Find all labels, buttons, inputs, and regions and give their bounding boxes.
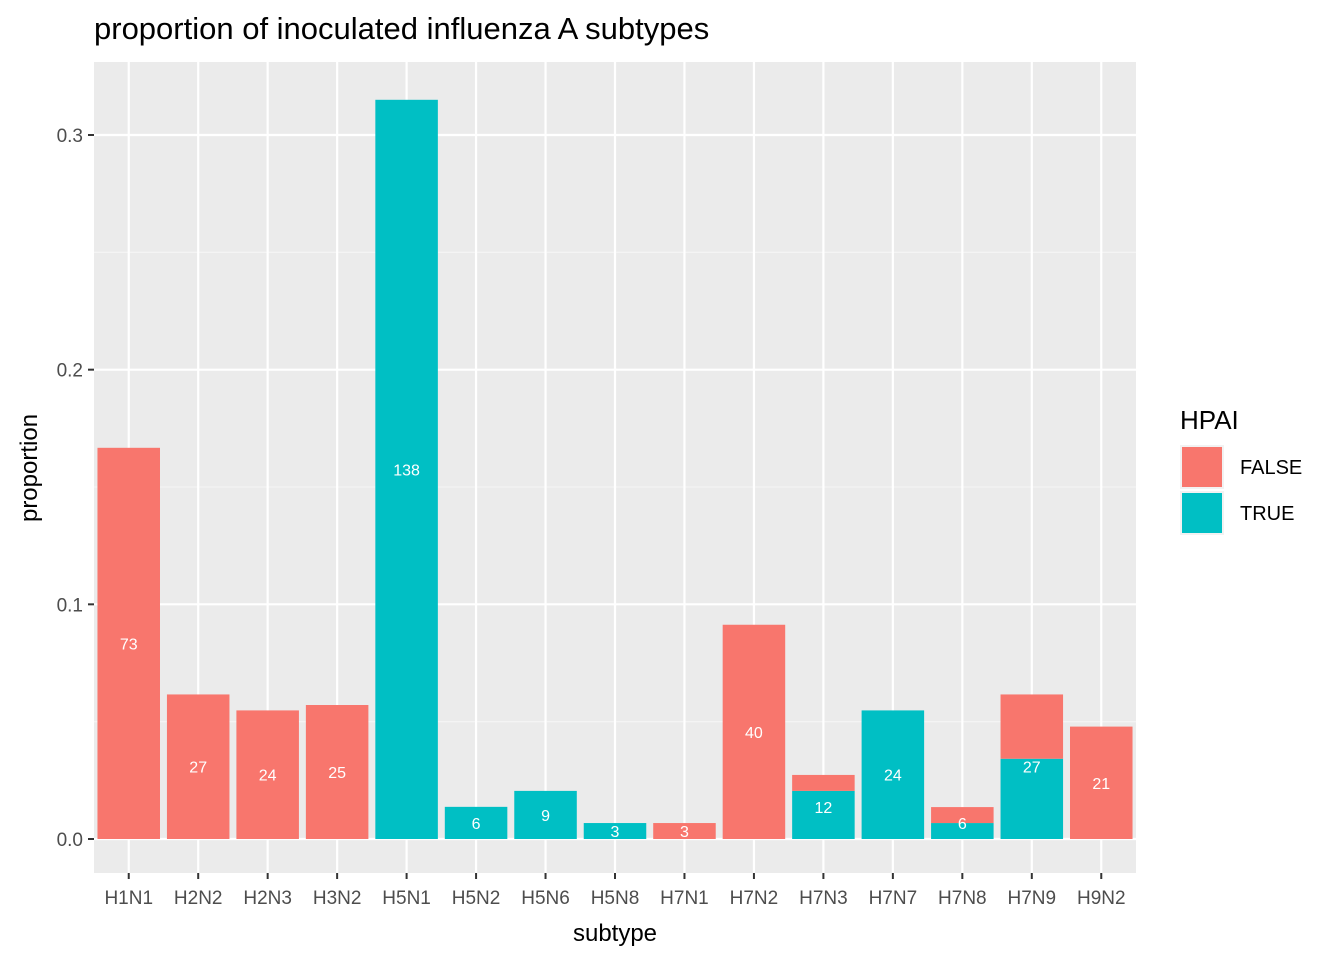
bar-h5n1-true <box>375 99 438 840</box>
x-tick-label: H7N9 <box>1008 888 1057 909</box>
bar-h5n2-true <box>444 806 508 839</box>
y-axis-title: proportion <box>16 414 43 522</box>
x-tick-label: H2N2 <box>174 888 223 909</box>
bar-label-h7n2: 40 <box>745 725 763 742</box>
bar-label-h5n6: 9 <box>541 808 550 825</box>
y-tick-label: 0.2 <box>57 361 83 382</box>
x-tick-label: H9N2 <box>1077 888 1126 909</box>
bar-h9n2-false <box>1070 726 1133 839</box>
bar-label-h5n2: 6 <box>472 816 481 833</box>
bar-h7n8-false <box>931 807 994 824</box>
legend-key-true <box>1182 493 1222 533</box>
legend: HPAI FALSE TRUE <box>1180 405 1302 535</box>
x-tick-label: H7N2 <box>730 888 779 909</box>
bar-h5n8-true <box>583 823 647 839</box>
bar-h7n7-true <box>861 710 925 839</box>
x-axis-title: subtype <box>573 920 657 947</box>
bar-h7n1-false <box>653 823 716 839</box>
bar-label-h7n9: 27 <box>1023 760 1041 777</box>
bar-h7n8-true <box>931 823 994 839</box>
bar-label-h1n1: 73 <box>120 636 138 653</box>
bar-label-h7n1: 3 <box>680 824 689 841</box>
bar-h7n9-false <box>1000 694 1064 759</box>
bar-labels: 73 27 24 25 138 6 9 3 3 40 12 24 6 27 21 <box>120 462 1110 841</box>
bar-h1n1-false <box>97 447 160 839</box>
bar-h3n2-false <box>305 705 369 839</box>
bar-h7n2-false <box>722 624 786 839</box>
y-tick-label: 0.3 <box>57 126 83 147</box>
x-tick-label: H7N7 <box>869 888 918 909</box>
bars <box>97 99 1133 840</box>
legend-key-false <box>1182 447 1222 487</box>
x-tick-label: H5N8 <box>591 888 640 909</box>
bar-h2n3-false <box>236 710 299 839</box>
bar-label-h5n8: 3 <box>611 824 620 841</box>
legend-title: HPAI <box>1180 405 1239 435</box>
bar-label-h5n1: 138 <box>393 462 420 479</box>
bar-label-h2n3: 24 <box>259 768 277 785</box>
x-tick-label: H5N1 <box>382 888 431 909</box>
x-tick-label: H7N1 <box>660 888 709 909</box>
x-tick-label: H2N3 <box>243 888 292 909</box>
bar-label-h9n2: 21 <box>1092 776 1110 793</box>
chart-title: proportion of inoculated influenza A sub… <box>94 11 709 46</box>
bar-h2n2-false <box>166 694 230 839</box>
legend-label-true: TRUE <box>1240 503 1294 525</box>
bar-label-h7n7: 24 <box>884 768 902 785</box>
legend-label-false: FALSE <box>1240 457 1302 479</box>
x-tick-label: H7N8 <box>938 888 987 909</box>
bar-h7n3-true <box>792 790 855 839</box>
legend-entries: FALSE TRUE <box>1180 445 1302 535</box>
x-tick-label: H5N6 <box>521 888 570 909</box>
y-tick-label: 0.1 <box>57 595 83 616</box>
bar-label-h3n2: 25 <box>328 765 346 782</box>
bar-h7n3-false <box>792 774 855 791</box>
x-tick-label: H3N2 <box>313 888 362 909</box>
axes: 0.0 0.1 0.2 0.3 H1N1 H2N2 H2N3 H3N2 H5N1 H5N2 H5N6… <box>57 126 1126 909</box>
x-tick-label: H1N1 <box>104 888 153 909</box>
bar-h7n9-true <box>1000 758 1064 839</box>
x-tick-label: H5N2 <box>452 888 501 909</box>
bar-label-h7n3: 12 <box>815 800 833 817</box>
y-tick-label: 0.0 <box>57 830 83 851</box>
bar-label-h7n8: 6 <box>958 816 967 833</box>
bar-label-h2n2: 27 <box>189 760 207 777</box>
x-tick-label: H7N3 <box>799 888 848 909</box>
bar-h5n6-true <box>514 790 577 839</box>
